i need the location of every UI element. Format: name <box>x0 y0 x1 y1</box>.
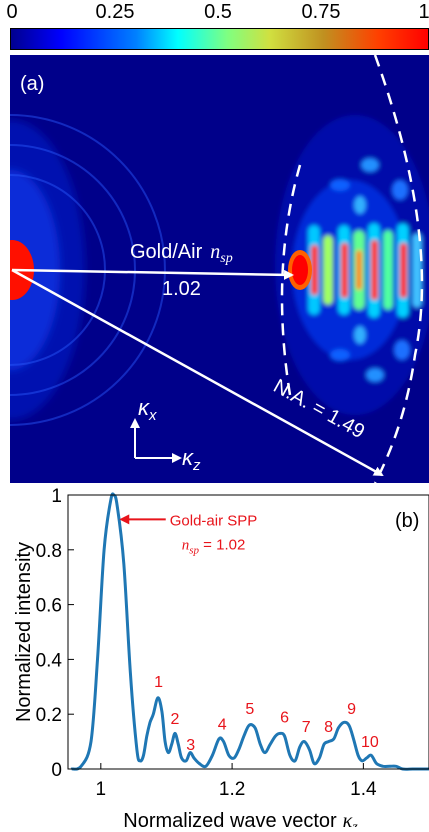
y-tick-label: 0 <box>51 760 62 781</box>
colorbar-tick-label: 1 <box>418 1 429 23</box>
spp-nsp-value: = 1.02 <box>199 536 245 553</box>
nsp-value: 1.02 <box>162 278 201 300</box>
spp-nsp-text: nsp = 1.02 <box>182 536 246 556</box>
panel-b-label: (b) <box>395 510 419 532</box>
colorbar: 0 0.25 0.5 0.75 1 <box>0 0 429 55</box>
spp-arrow-head <box>119 514 130 525</box>
nsp-arrow <box>11 268 294 280</box>
x-tick-label: 1.2 <box>219 779 245 800</box>
gold-air-label: Gold/Air nsp <box>130 241 233 266</box>
y-tick-label: 0.6 <box>36 596 62 617</box>
x-tick-label: 1 <box>96 779 107 800</box>
nsp-symbol: n <box>210 241 220 263</box>
x-axis-symbol: κ <box>343 810 353 827</box>
na-arrow <box>11 268 384 477</box>
peak-label: 9 <box>347 701 356 718</box>
colorbar-tick-label: 0.75 <box>301 1 341 23</box>
gold-air-text: Gold/Air <box>130 241 203 263</box>
peak-label: 4 <box>218 716 227 733</box>
peak-label: 3 <box>186 737 195 754</box>
kz-symbol: κ <box>182 445 194 470</box>
kx-subscript: x <box>148 407 157 424</box>
kz-label: κz <box>182 445 201 474</box>
plot-frame <box>67 494 429 770</box>
kz-subscript: z <box>192 457 201 474</box>
source-rings <box>9 114 166 426</box>
fourier-plane-image: (a) Gold/Air nsp 1.02 N.A. = 1.49 κx κz <box>0 54 429 484</box>
peak-label: 5 <box>245 701 254 718</box>
panel-a-label: (a) <box>20 73 44 95</box>
peak-label: 8 <box>324 719 333 736</box>
fourier-image-svg: (a) Gold/Air nsp 1.02 N.A. = 1.49 κx κz <box>0 54 429 484</box>
peak-label: 2 <box>171 711 180 728</box>
colorbar-gradient <box>10 28 429 50</box>
y-tick-label: 0.4 <box>36 650 63 671</box>
y-axis-label: Normalized intensity <box>13 542 35 722</box>
y-tick-label: 0.2 <box>36 705 62 726</box>
peak-label: 7 <box>302 719 311 736</box>
y-tick-label: 0.8 <box>36 541 62 562</box>
x-axis-subscript: z <box>351 820 358 827</box>
spp-annotation: Gold-air SPP nsp = 1.02 <box>119 512 257 556</box>
spp-annotation-text: Gold-air SPP <box>170 512 258 529</box>
peak-label: 1 <box>154 674 163 691</box>
gold-air-spot-core <box>292 255 308 285</box>
y-tick-label: 1 <box>51 486 62 507</box>
x-axis-label-text: Normalized wave vector <box>123 810 337 827</box>
colorbar-tick-label: 0 <box>6 1 18 23</box>
peak-label: 10 <box>361 734 379 751</box>
x-tick-label: 1.4 <box>350 779 377 800</box>
kx-symbol: κ <box>138 395 150 420</box>
intensity-chart: 0 0.2 0.4 0.6 0.8 1 1 1.2 1.4 1 2 3 4 5 6 7 8 9 10 (b) No… <box>0 485 429 832</box>
colorbar-tick-label: 0.5 <box>204 1 232 23</box>
colorbar-tick-label: 0.25 <box>95 1 135 23</box>
kx-label: κx <box>138 395 157 424</box>
x-axis-label: Normalized wave vector κz <box>123 810 358 827</box>
nsp-subscript: sp <box>220 251 232 266</box>
series-line <box>70 492 429 771</box>
spp-nsp-symbol: n <box>182 537 190 553</box>
spp-nsp-subscript: sp <box>189 544 199 556</box>
outer-dashed-arc <box>373 54 424 484</box>
peak-label: 6 <box>280 709 289 726</box>
spp-ring-pattern <box>275 115 429 415</box>
